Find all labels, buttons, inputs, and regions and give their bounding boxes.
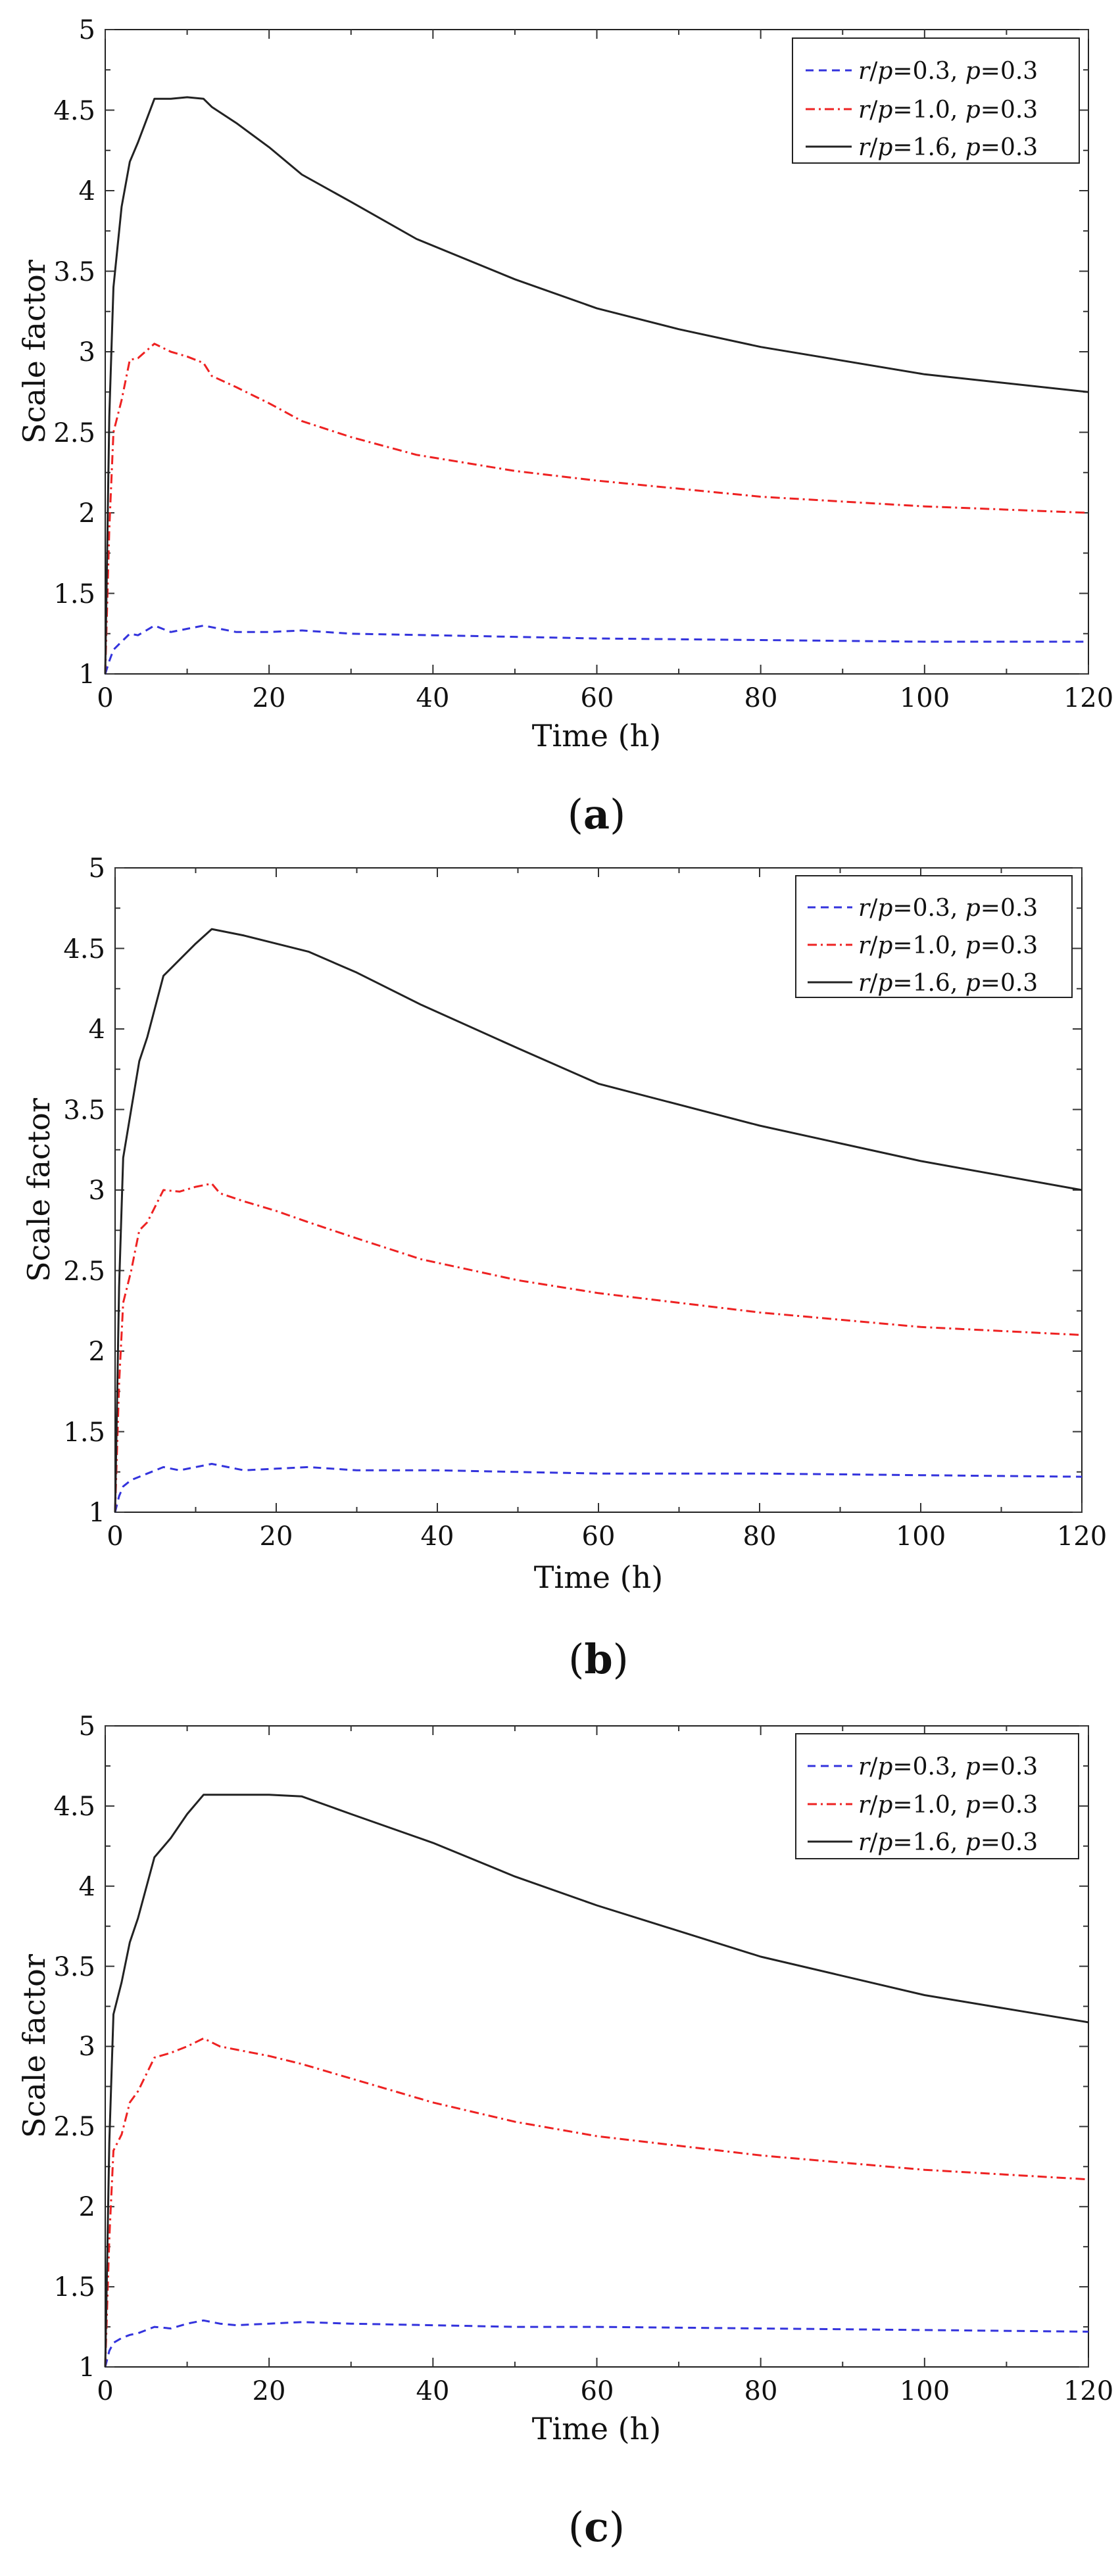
series-line-2 (104, 2037, 1089, 2368)
x-axis-label: Time (h) (532, 718, 661, 753)
panel-caption: (a) (568, 790, 626, 838)
panel-a: 1 1.5 2 2.5 3 3.5 4 4.5 5 0 20 40 60 80 … (16, 15, 1113, 838)
y-tick-label: 3.5 (53, 257, 95, 287)
series-b (114, 928, 1083, 1513)
panel-caption: (b) (568, 1635, 629, 1683)
x-tick-label: 60 (582, 1521, 616, 1552)
y-tick-label: 4.5 (53, 1792, 95, 1822)
x-tick-label: 80 (744, 2376, 778, 2406)
y-tick-label: 2.5 (53, 2112, 95, 2142)
legend-entry-series-2: r/p=1.0, p=0.3 (858, 1792, 1038, 1819)
series-line-3 (104, 96, 1089, 675)
legend-entry-series-3: r/p=1.6, p=0.3 (858, 970, 1038, 997)
series-line-1 (104, 625, 1088, 675)
x-tick-label: 60 (581, 2376, 614, 2406)
y-tick-label: 2.5 (63, 1256, 105, 1287)
x-tick-label: 80 (743, 1521, 777, 1552)
x-tick-label: 0 (97, 683, 113, 713)
x-tick-label: 0 (97, 2376, 113, 2406)
x-ticks-a: 0 20 40 60 80 100 120 (97, 683, 1113, 713)
x-tick-label: 120 (1063, 683, 1113, 713)
y-tick-label: 4.5 (53, 96, 95, 126)
y-tick-label: 1 (79, 2352, 95, 2383)
y-tick-label: 5 (79, 15, 95, 45)
x-tick-label: 20 (260, 1521, 293, 1552)
y-tick-label: 3 (79, 2032, 95, 2062)
y-tick-label: 3 (89, 1176, 105, 1206)
y-tick-label: 2.5 (53, 418, 95, 448)
tick-marks-b (114, 867, 1083, 1513)
y-tick-label: 2 (89, 1337, 105, 1367)
legend-entry-series-3: r/p=1.6, p=0.3 (858, 134, 1038, 161)
x-tick-label: 100 (900, 2376, 950, 2406)
legend-entry-series-2: r/p=1.0, p=0.3 (858, 97, 1038, 124)
x-axis-label: Time (h) (534, 1560, 663, 1595)
y-tick-label: 4.5 (63, 934, 105, 965)
series-c (104, 1794, 1089, 2368)
legend-entry-series-2: r/p=1.0, p=0.3 (858, 932, 1038, 959)
panel-caption: (c) (568, 2503, 625, 2551)
y-tick-label: 5 (79, 1711, 95, 1742)
legend-c: r/p=0.3, p=0.3 r/p=1.0, p=0.3 r/p=1.6, p… (795, 1733, 1079, 1859)
y-tick-label: 3.5 (53, 1952, 95, 1982)
y-ticks-a: 1 1.5 2 2.5 3 3.5 4 4.5 5 (53, 15, 95, 690)
x-tick-label: 120 (1057, 1521, 1107, 1552)
y-tick-label: 3 (79, 337, 95, 368)
x-tick-label: 80 (744, 683, 778, 713)
y-tick-label: 4 (79, 1872, 95, 1902)
x-ticks-c: 0 20 40 60 80 100 120 (97, 2376, 1113, 2406)
y-axis-label: Scale factor (16, 1954, 52, 2138)
series-line-3 (114, 928, 1083, 1513)
y-tick-label: 3.5 (63, 1095, 105, 1126)
series-a (104, 96, 1089, 675)
legend-box (792, 37, 1080, 164)
y-axis-label: Scale factor (16, 260, 52, 444)
y-tick-label: 1.5 (63, 1418, 105, 1448)
x-tick-label: 20 (253, 683, 286, 713)
panel-b: 1 1.5 2 2.5 3 3.5 4 4.5 5 0 20 40 60 80 … (21, 853, 1107, 1683)
panel-c: 1 1.5 2 2.5 3 3.5 4 4.5 5 0 20 40 60 80 … (16, 1711, 1113, 2551)
legend-entry-series-1: r/p=0.3, p=0.3 (858, 1753, 1038, 1780)
x-tick-label: 40 (416, 683, 450, 713)
legend-entry-series-1: r/p=0.3, p=0.3 (858, 58, 1038, 85)
y-tick-label: 1 (79, 659, 95, 690)
x-tick-label: 40 (421, 1521, 454, 1552)
y-ticks-c: 1 1.5 2 2.5 3 3.5 4 4.5 5 (53, 1711, 95, 2383)
legend-entry-series-1: r/p=0.3, p=0.3 (858, 895, 1038, 922)
series-line-2 (104, 343, 1089, 675)
series-line-2 (114, 1182, 1083, 1513)
legend-box (795, 875, 1073, 998)
x-tick-label: 100 (896, 1521, 946, 1552)
y-tick-label: 2 (79, 498, 95, 529)
y-axis-label: Scale factor (21, 1098, 57, 1282)
legend-a: r/p=0.3, p=0.3 r/p=1.0, p=0.3 r/p=1.6, p… (792, 37, 1080, 164)
x-tick-label: 120 (1063, 2376, 1113, 2406)
series-line-1 (114, 1463, 1083, 1513)
x-tick-label: 0 (107, 1521, 123, 1552)
series-line-1 (104, 2319, 1089, 2368)
y-tick-label: 4 (79, 176, 95, 206)
x-tick-label: 60 (581, 683, 614, 713)
x-axis-label: Time (h) (532, 2411, 661, 2446)
x-tick-label: 20 (253, 2376, 286, 2406)
y-tick-label: 1 (89, 1498, 105, 1528)
legend-b: r/p=0.3, p=0.3 r/p=1.0, p=0.3 r/p=1.6, p… (795, 875, 1073, 998)
series-line-3 (104, 1794, 1089, 2368)
x-tick-label: 100 (900, 683, 950, 713)
y-tick-label: 4 (89, 1014, 105, 1045)
x-tick-label: 40 (416, 2376, 450, 2406)
legend-box (795, 1733, 1079, 1859)
y-tick-label: 1.5 (53, 2272, 95, 2302)
y-tick-label: 5 (89, 853, 105, 884)
y-tick-label: 1.5 (53, 579, 95, 609)
y-tick-label: 2 (79, 2192, 95, 2222)
legend-entry-series-3: r/p=1.6, p=0.3 (858, 1829, 1038, 1856)
x-ticks-b: 0 20 40 60 80 100 120 (107, 1521, 1107, 1552)
y-ticks-b: 1 1.5 2 2.5 3 3.5 4 4.5 5 (63, 853, 105, 1528)
